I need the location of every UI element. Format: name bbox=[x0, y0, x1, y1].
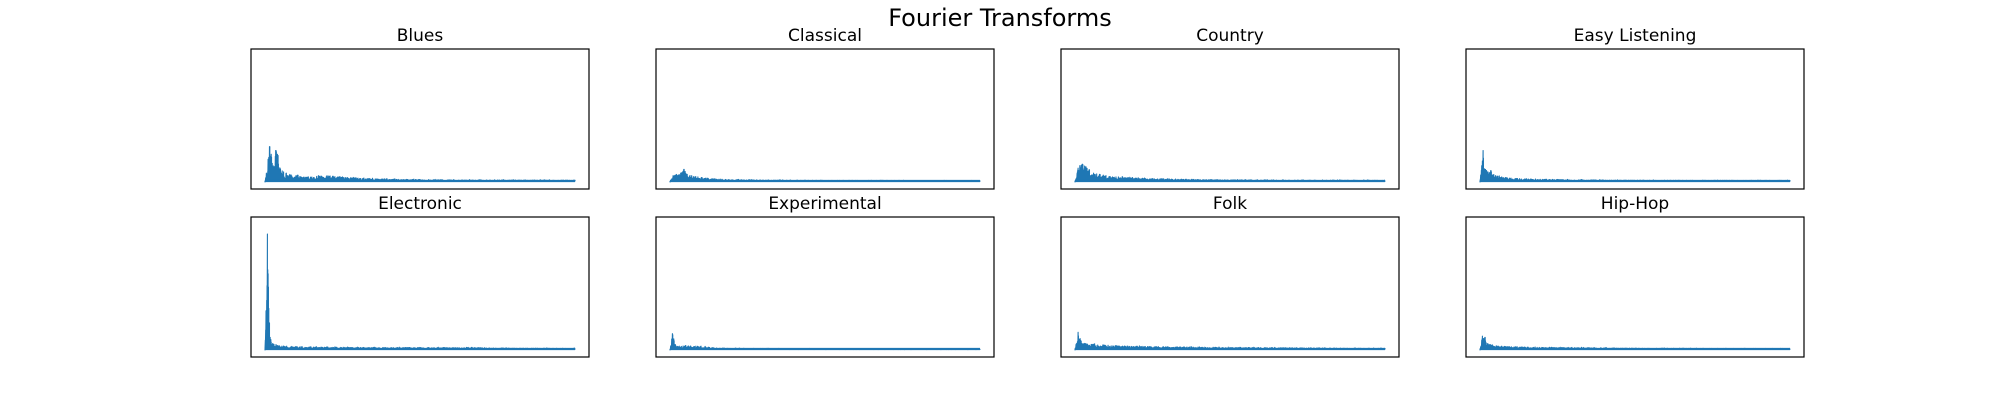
subplot-title-easy-listening: Easy Listening bbox=[1574, 26, 1697, 46]
axes-frame-blues bbox=[250, 48, 590, 190]
subplot-easy-listening: Easy Listening bbox=[1465, 26, 1805, 190]
subplot-grid: Blues Classical Country Easy Listening Elect… bbox=[250, 26, 1805, 358]
subplot-title-country: Country bbox=[1196, 26, 1264, 46]
subplot-experimental: Experimental bbox=[655, 194, 995, 358]
series-line-country bbox=[1074, 163, 1386, 183]
subplot-title-hip-hop: Hip-Hop bbox=[1601, 194, 1669, 214]
subplot-title-experimental: Experimental bbox=[768, 194, 881, 214]
series-line-experimental bbox=[669, 333, 981, 351]
series-line-electronic bbox=[264, 233, 576, 351]
subplot-title-classical: Classical bbox=[788, 26, 862, 46]
series-line-folk bbox=[1074, 331, 1386, 351]
series-line-easy-listening bbox=[1479, 149, 1791, 183]
subplot-blues: Blues bbox=[250, 26, 590, 190]
series-line-blues bbox=[264, 146, 576, 183]
axes-frame-experimental bbox=[655, 216, 995, 358]
axes-frame-electronic bbox=[250, 216, 590, 358]
figure-title: Fourier Transforms bbox=[888, 4, 1112, 32]
subplot-country: Country bbox=[1060, 26, 1400, 190]
axes-frame-folk bbox=[1060, 216, 1400, 358]
subplot-folk: Folk bbox=[1060, 194, 1400, 358]
subplot-classical: Classical bbox=[655, 26, 995, 190]
axes-frame-classical bbox=[655, 48, 995, 190]
axes-frame-country bbox=[1060, 48, 1400, 190]
subplot-title-folk: Folk bbox=[1213, 194, 1247, 214]
subplot-hip-hop: Hip-Hop bbox=[1465, 194, 1805, 358]
axes-frame-hip-hop bbox=[1465, 216, 1805, 358]
subplot-title-electronic: Electronic bbox=[378, 194, 462, 214]
subplot-electronic: Electronic bbox=[250, 194, 590, 358]
subplot-title-blues: Blues bbox=[397, 26, 444, 46]
axes-frame-easy-listening bbox=[1465, 48, 1805, 190]
